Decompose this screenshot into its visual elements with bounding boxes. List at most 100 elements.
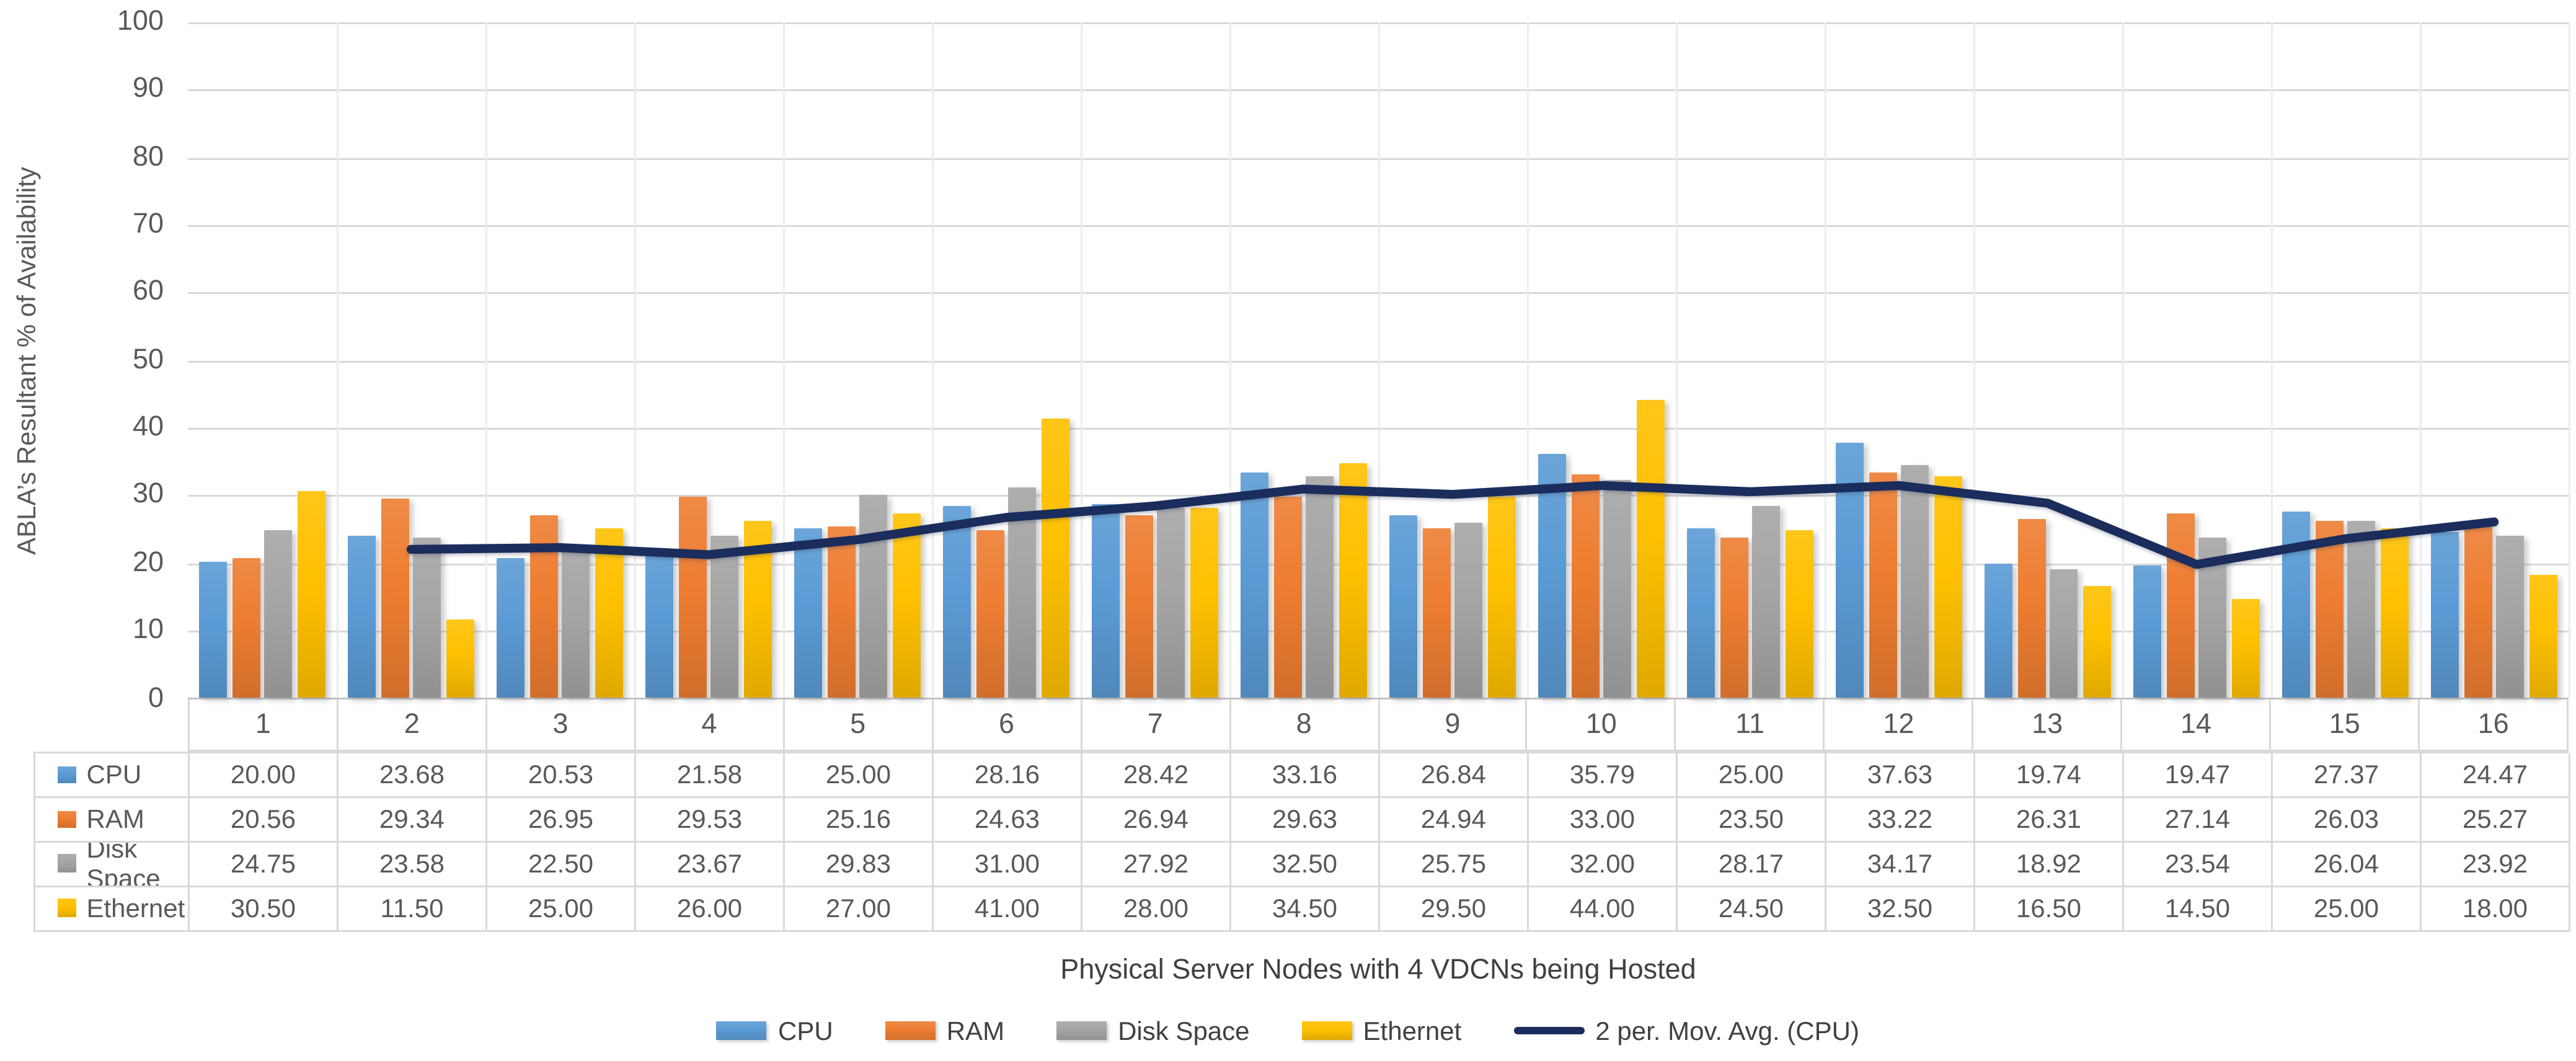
- disk-space-swatch-icon: [58, 855, 76, 872]
- chart-data-table: CPU 20.00 23.68 20.53 21.58 25.00 28.16 28.42 33…: [33, 752, 2570, 931]
- ram-legend-swatch-icon: [885, 1021, 936, 1041]
- table-cell-ethernet-3: 25.00: [487, 887, 636, 931]
- bar-cpu-10: [1538, 455, 1566, 697]
- table-cell-ethernet-10: 44.00: [1529, 887, 1678, 931]
- table-cell-ram-11: 23.50: [1678, 797, 1826, 843]
- bar-disk-space-11: [1753, 506, 1781, 697]
- table-cell-cpu-4: 21.58: [636, 753, 785, 798]
- bar-cpu-13: [1985, 563, 2012, 697]
- table-cell-disk-space-3: 22.50: [487, 842, 636, 887]
- legend-item-cpu: CPU: [717, 1016, 833, 1045]
- table-cell-disk-space-12: 34.17: [1826, 842, 1975, 887]
- y-tick-label: 30: [132, 479, 164, 511]
- bar-ethernet-2: [446, 619, 474, 697]
- table-row-header-disk-space: Disk Space: [35, 842, 190, 887]
- table-row-header-ram: RAM: [35, 797, 190, 843]
- gridline-v: [1079, 22, 1082, 697]
- trendline-layer: [406, 481, 2499, 569]
- table-cell-cpu-8: 33.16: [1231, 753, 1380, 798]
- x-category-label-2: 2: [339, 698, 487, 750]
- y-tick-label: 80: [132, 141, 164, 173]
- y-tick-label: 50: [132, 344, 164, 376]
- bar-cpu-14: [2133, 565, 2161, 697]
- table-cell-cpu-2: 23.68: [339, 753, 487, 798]
- bar-ram-14: [2166, 513, 2194, 697]
- table-cell-disk-space-10: 32.00: [1529, 842, 1678, 887]
- x-category-label-13: 13: [1974, 698, 2123, 750]
- bar-cpu-16: [2431, 531, 2459, 697]
- table-cell-disk-space-2: 23.58: [339, 842, 487, 887]
- x-axis-category-row: 1 2 3 4 5 6 7 8 9 10 11 12 13 14 15 16: [188, 698, 2569, 752]
- bar-disk-space-4: [711, 536, 739, 697]
- bar-disk-space-9: [1455, 522, 1483, 697]
- y-tick-label: 0: [148, 681, 164, 714]
- table-cell-ethernet-5: 27.00: [785, 887, 934, 931]
- table-cell-ethernet-8: 34.50: [1231, 887, 1380, 931]
- table-cell-ethernet-14: 14.50: [2124, 887, 2273, 931]
- x-category-label-3: 3: [487, 698, 636, 750]
- bar-disk-space-7: [1157, 508, 1185, 697]
- bar-ethernet-13: [2083, 585, 2111, 697]
- gridline-v: [1377, 22, 1379, 697]
- cpu-swatch-icon: [58, 766, 76, 784]
- table-row-label: Ethernet: [86, 893, 185, 923]
- table-row-label: Disk Space: [86, 842, 161, 887]
- x-category-label-4: 4: [635, 698, 785, 750]
- bar-ethernet-8: [1339, 463, 1367, 697]
- bar-cpu-1: [199, 561, 227, 697]
- gridline-v: [633, 22, 635, 697]
- table-cell-cpu-14: 19.47: [2124, 753, 2273, 798]
- ethernet-legend-swatch-icon: [1301, 1021, 1352, 1041]
- table-cell-ram-9: 24.94: [1380, 797, 1529, 843]
- gridline-v: [1675, 22, 1677, 697]
- table-cell-cpu-1: 20.00: [190, 753, 339, 798]
- x-axis-title: Physical Server Nodes with 4 VDCNs being…: [1060, 954, 1696, 986]
- table-cell-ram-4: 29.53: [636, 797, 785, 843]
- bar-cpu-6: [943, 506, 971, 697]
- bar-disk-space-6: [1009, 487, 1037, 697]
- bar-ram-16: [2464, 525, 2492, 697]
- bar-disk-space-13: [2050, 569, 2078, 697]
- x-category-label-9: 9: [1379, 698, 1528, 750]
- table-cell-ram-2: 29.34: [339, 797, 487, 843]
- bar-ram-8: [1273, 496, 1301, 697]
- bar-disk-space-16: [2497, 535, 2525, 697]
- y-tick-label: 100: [117, 6, 164, 37]
- table-cell-ram-8: 29.63: [1231, 797, 1380, 843]
- moving-average-line: [406, 481, 2499, 569]
- x-category-label-11: 11: [1676, 698, 1825, 750]
- x-category-label-10: 10: [1528, 698, 1677, 750]
- x-category-label-8: 8: [1231, 698, 1379, 750]
- table-cell-disk-space-7: 27.92: [1082, 842, 1231, 887]
- y-tick-label: 10: [132, 614, 164, 646]
- bar-ethernet-5: [893, 514, 921, 697]
- bar-ram-1: [232, 557, 260, 697]
- legend-item-disk-space: Disk Space: [1056, 1016, 1250, 1045]
- bar-cpu-11: [1687, 527, 1715, 697]
- table-cell-ethernet-16: 18.00: [2422, 887, 2570, 931]
- x-category-label-14: 14: [2123, 698, 2272, 750]
- bar-ethernet-12: [1934, 477, 1962, 697]
- bar-disk-space-15: [2348, 520, 2376, 697]
- gridline-v: [1823, 22, 1826, 697]
- legend-label: Disk Space: [1118, 1016, 1250, 1045]
- gridline-v: [2419, 22, 2421, 697]
- bar-ram-4: [678, 497, 706, 697]
- table-cell-cpu-10: 35.79: [1529, 753, 1678, 798]
- table-cell-ram-15: 26.03: [2273, 797, 2422, 843]
- gridline-v: [1228, 22, 1231, 697]
- chart-legend: CPU RAM Disk Space Ethernet 2 per. Mov. Avg.…: [0, 1010, 2576, 1051]
- table-cell-ethernet-9: 29.50: [1380, 887, 1529, 931]
- x-category-label-7: 7: [1082, 698, 1231, 750]
- table-cell-disk-space-16: 23.92: [2422, 842, 2570, 887]
- legend-label: Ethernet: [1363, 1016, 1462, 1045]
- cpu-legend-swatch-icon: [717, 1021, 768, 1041]
- table-cell-disk-space-14: 23.54: [2124, 842, 2273, 887]
- table-cell-disk-space-6: 31.00: [934, 842, 1082, 887]
- table-cell-ram-12: 33.22: [1826, 797, 1975, 843]
- table-row-label: RAM: [86, 804, 144, 834]
- bar-ethernet-15: [2381, 527, 2409, 697]
- table-cell-cpu-15: 27.37: [2273, 753, 2422, 798]
- bar-ethernet-6: [1042, 419, 1069, 697]
- table-row-header-ethernet: Ethernet: [35, 887, 190, 931]
